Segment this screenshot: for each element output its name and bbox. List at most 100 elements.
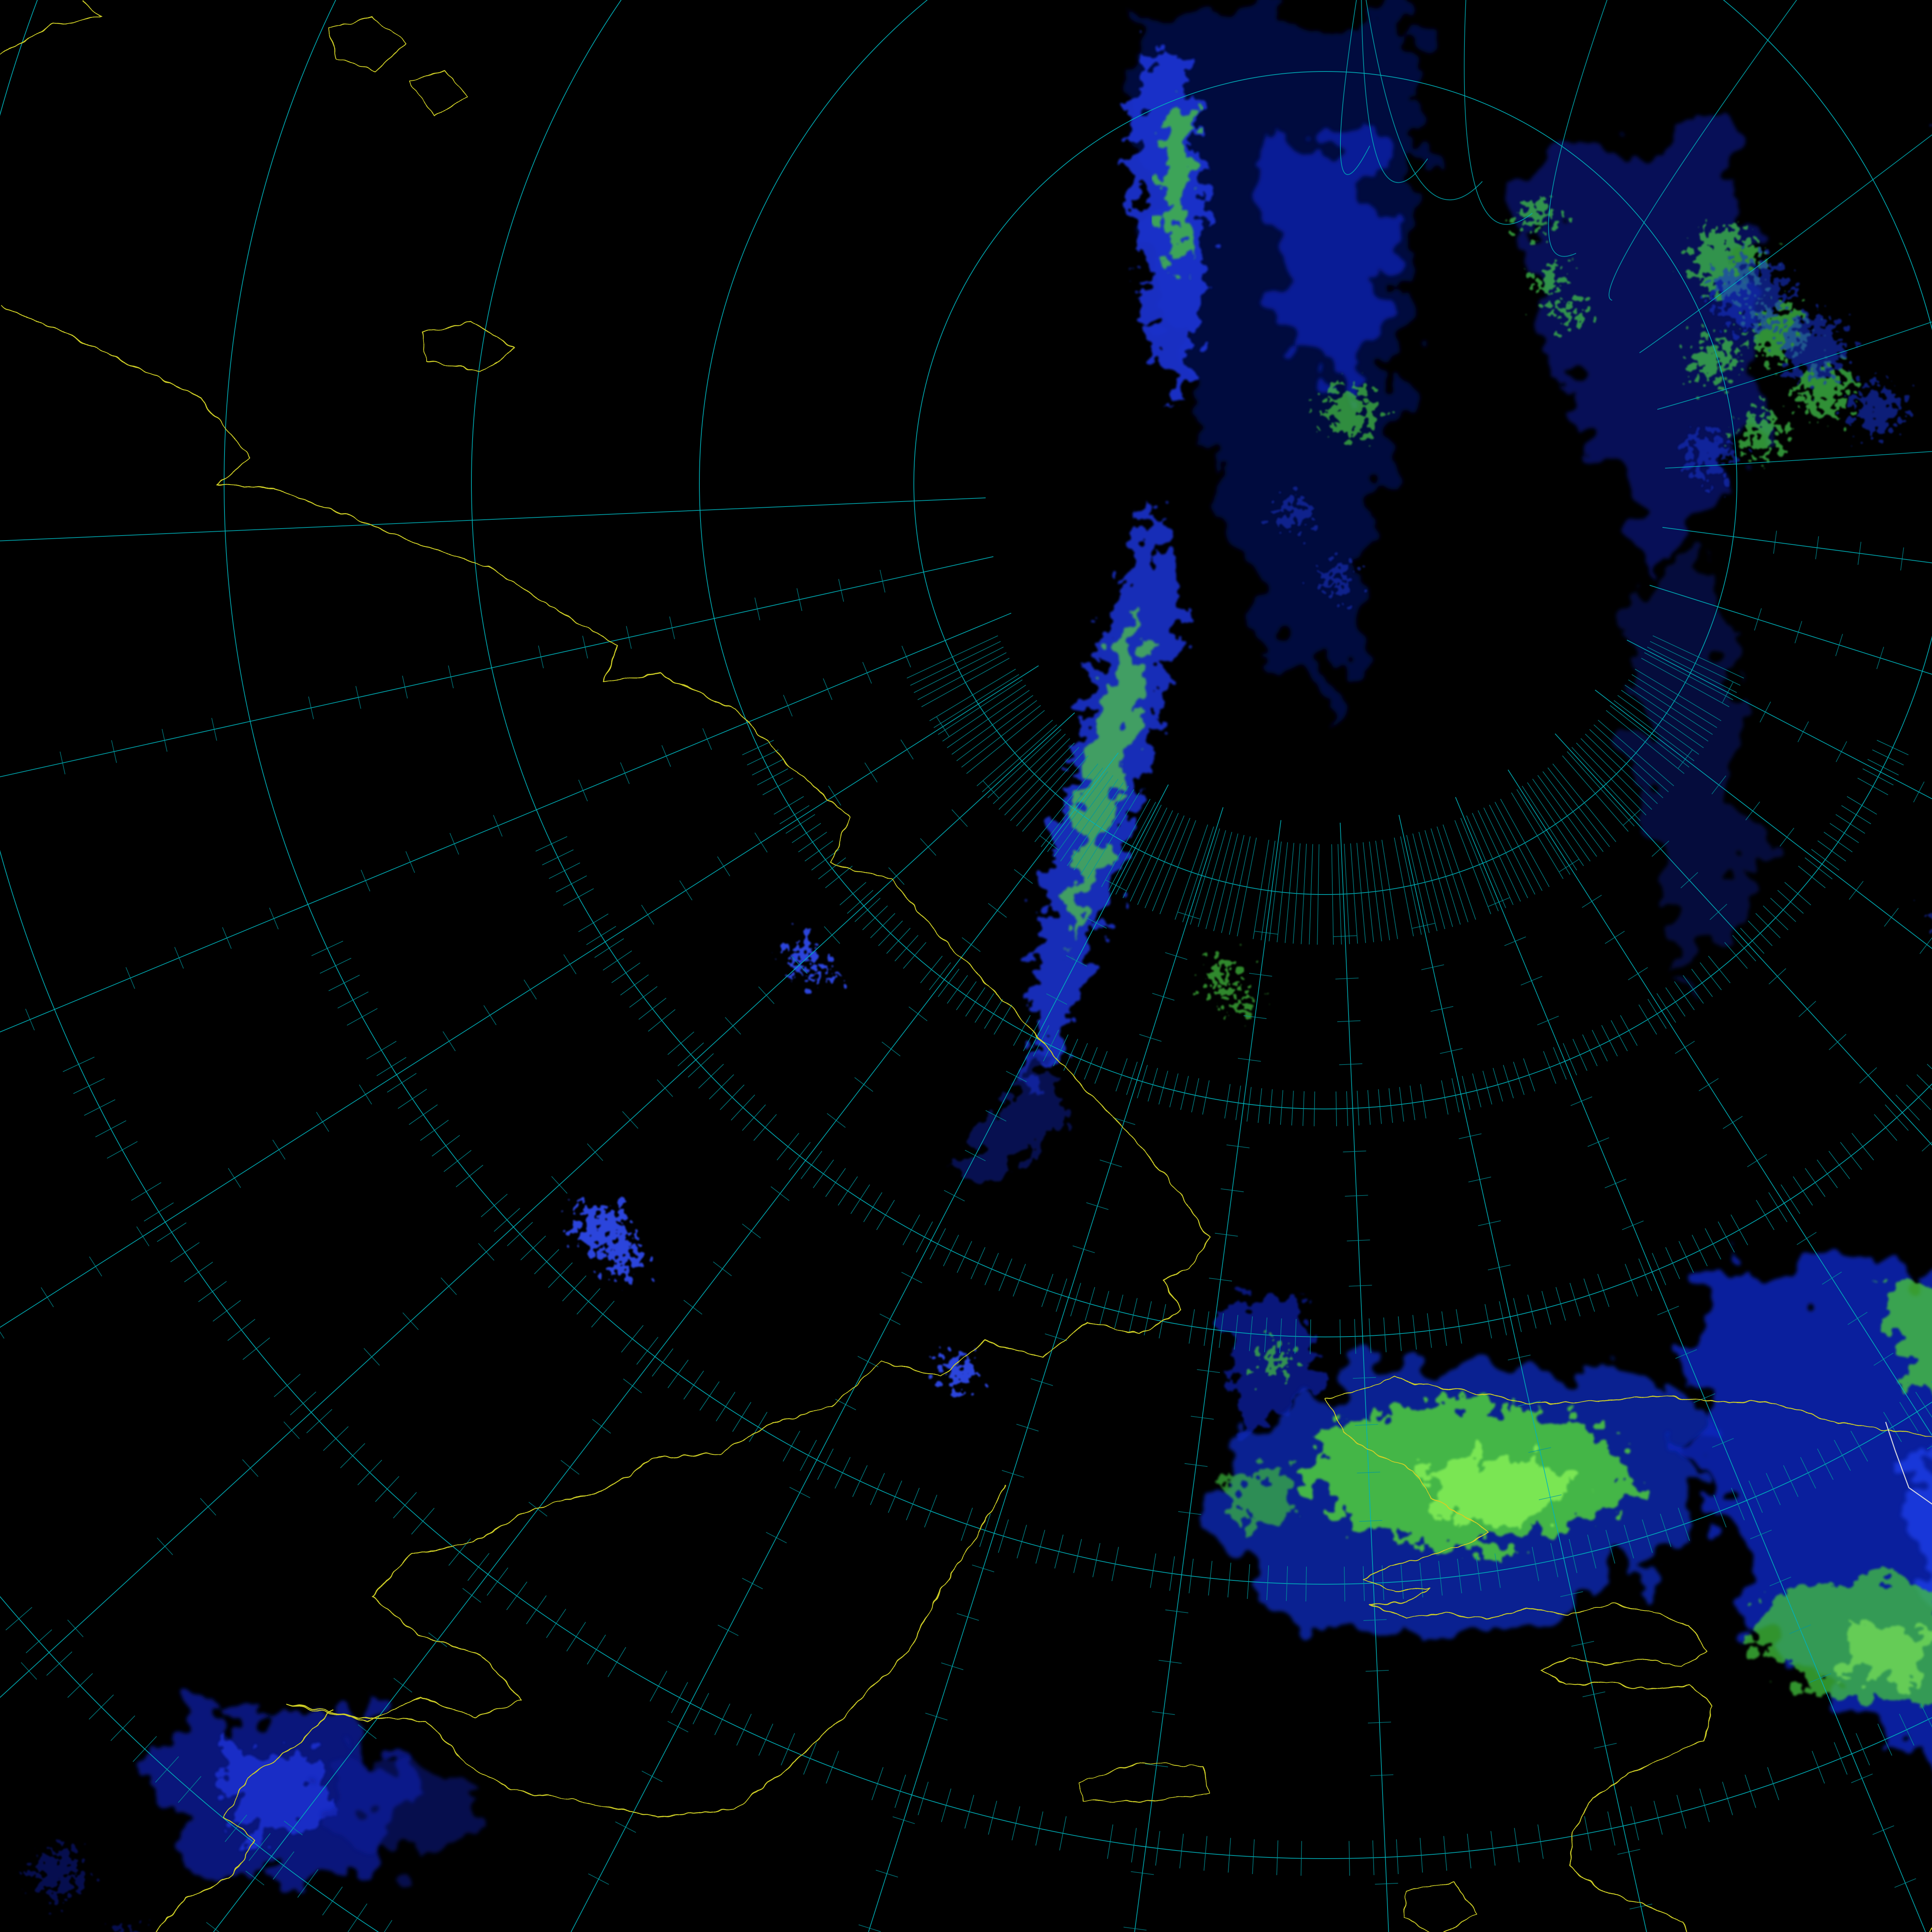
lon-tick bbox=[1169, 1556, 1175, 1591]
lat-tick bbox=[592, 1419, 611, 1434]
lon-tick bbox=[227, 1319, 255, 1341]
lon-tick bbox=[1357, 1090, 1360, 1126]
lat-tick bbox=[1927, 1446, 1932, 1450]
lat-tick bbox=[1675, 1349, 1697, 1359]
lon-tick bbox=[798, 832, 827, 852]
lon-tick bbox=[719, 1084, 745, 1110]
lat-tick bbox=[1900, 547, 1904, 571]
lon-tick bbox=[1437, 826, 1469, 922]
lat-tick bbox=[1355, 1424, 1378, 1426]
data-speckle bbox=[1279, 498, 1310, 529]
data-speckle bbox=[1557, 301, 1580, 325]
lat-tick bbox=[1617, 1849, 1640, 1855]
lon-tick bbox=[1527, 782, 1584, 866]
lon-tick bbox=[63, 1056, 95, 1072]
lon-tick bbox=[929, 668, 1016, 721]
lon-tick bbox=[1601, 1025, 1618, 1056]
lat-tick bbox=[442, 1031, 456, 1051]
lon-tick bbox=[811, 849, 840, 871]
meridian-150W bbox=[1398, 815, 1647, 1932]
lon-tick bbox=[1383, 1317, 1387, 1352]
lon-tick bbox=[921, 658, 1010, 707]
lat-tick bbox=[1675, 1041, 1695, 1054]
lon-tick bbox=[918, 1782, 929, 1815]
lon-tick bbox=[1927, 1064, 1932, 1070]
lon-tick bbox=[870, 1473, 885, 1505]
lon-tick bbox=[1291, 1090, 1294, 1126]
lat-tick bbox=[789, 1486, 810, 1498]
lon-tick bbox=[1092, 1543, 1100, 1577]
lat-tick bbox=[620, 762, 630, 784]
lon-tick bbox=[1850, 1430, 1868, 1462]
lat-tick bbox=[448, 665, 454, 689]
lon-tick bbox=[1344, 1566, 1345, 1602]
lon-tick bbox=[1189, 1309, 1195, 1344]
lat-tick bbox=[1123, 1927, 1147, 1931]
graticule-tick-layer bbox=[0, 531, 1932, 1932]
lat-tick bbox=[824, 926, 840, 944]
lat-tick bbox=[1693, 1393, 1716, 1403]
lon-tick bbox=[1035, 1530, 1045, 1564]
lon-tick bbox=[975, 993, 994, 1023]
lon-tick bbox=[786, 814, 815, 834]
lon-tick bbox=[774, 796, 804, 815]
lon-tick bbox=[993, 1004, 1012, 1035]
lon-tick bbox=[1107, 1824, 1114, 1859]
lon-tick bbox=[586, 926, 616, 945]
lon-tick bbox=[1438, 1561, 1443, 1596]
lat-tick bbox=[1165, 1609, 1189, 1614]
data-speckle bbox=[813, 964, 833, 984]
data-speckle-group bbox=[1279, 498, 1350, 593]
lon-tick bbox=[629, 986, 658, 1008]
lon-tick bbox=[290, 1391, 316, 1415]
lon-tick bbox=[1631, 674, 1717, 728]
lon-tick bbox=[1043, 1030, 1059, 1061]
lon-tick bbox=[965, 987, 986, 1017]
lon-tick bbox=[1550, 1543, 1558, 1577]
lon-tick bbox=[1800, 1457, 1816, 1489]
lat-tick bbox=[357, 1724, 377, 1739]
lon-tick bbox=[1834, 1440, 1851, 1471]
lon-tick bbox=[1748, 920, 1773, 946]
lon-tick bbox=[1732, 935, 1756, 961]
lon-tick bbox=[84, 1099, 116, 1116]
lon-tick bbox=[1137, 1065, 1148, 1099]
meridian-50W bbox=[1639, 134, 1932, 354]
lon-tick bbox=[1607, 1811, 1616, 1846]
lat-tick bbox=[1559, 859, 1579, 872]
lon-tick bbox=[1768, 1192, 1787, 1222]
lat-tick bbox=[1582, 1691, 1605, 1697]
lat-tick bbox=[1835, 634, 1843, 656]
lon-tick bbox=[1060, 779, 1119, 862]
lat-tick bbox=[1769, 968, 1786, 985]
lat-tick bbox=[1046, 993, 1067, 1005]
lon-tick bbox=[1594, 724, 1669, 793]
lon-tick bbox=[1205, 832, 1232, 929]
lat-tick bbox=[925, 1713, 948, 1721]
lon-tick bbox=[1541, 1291, 1551, 1325]
lat-tick bbox=[587, 1143, 603, 1161]
lon-tick bbox=[170, 1242, 200, 1262]
meridian-130E bbox=[0, 612, 1012, 1032]
lon-tick bbox=[409, 1104, 438, 1125]
lon-tick bbox=[1478, 810, 1521, 902]
lon-tick bbox=[699, 1381, 720, 1411]
lon-tick bbox=[357, 1459, 382, 1485]
lon-tick bbox=[375, 1476, 400, 1502]
lon-tick bbox=[328, 975, 360, 992]
lon-tick bbox=[1314, 1091, 1315, 1126]
lon-tick bbox=[1877, 740, 1909, 755]
lon-tick bbox=[1817, 1448, 1834, 1480]
lon-tick bbox=[961, 705, 1041, 768]
lon-tick bbox=[73, 1078, 105, 1094]
meridian-160E bbox=[213, 752, 1119, 1932]
lon-tick bbox=[1653, 1801, 1663, 1835]
lon-tick bbox=[133, 1736, 157, 1762]
lat-tick bbox=[1158, 1660, 1182, 1664]
lat-tick bbox=[944, 1190, 965, 1202]
lon-tick bbox=[1660, 1514, 1672, 1547]
lon-tick bbox=[736, 1714, 752, 1746]
lon-tick bbox=[366, 1041, 397, 1060]
lat-tick bbox=[879, 570, 886, 593]
lat-tick bbox=[1359, 1520, 1383, 1522]
